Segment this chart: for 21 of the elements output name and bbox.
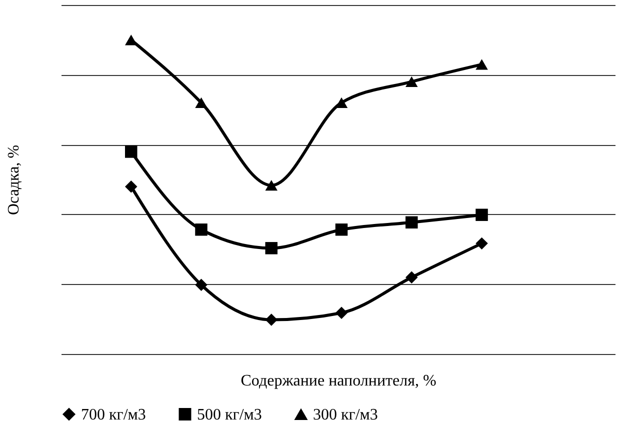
point	[125, 180, 138, 193]
point	[406, 271, 418, 284]
point	[476, 237, 488, 250]
point	[265, 242, 278, 254]
legend-label: 700 кг/м3	[81, 406, 146, 424]
point	[265, 180, 278, 191]
point	[476, 59, 488, 70]
point	[335, 223, 348, 236]
point	[406, 76, 418, 87]
point	[265, 314, 278, 326]
point	[195, 97, 208, 108]
y-axis-title: Осадка, %	[6, 144, 22, 216]
point	[406, 216, 418, 229]
point	[476, 208, 488, 221]
point	[125, 146, 138, 158]
legend-label: 300 кг/м3	[313, 406, 378, 424]
legend-label: 500 кг/м3	[197, 406, 262, 424]
point	[335, 306, 348, 319]
point	[195, 278, 208, 292]
point	[195, 223, 208, 236]
x-axis-title: Содержание наполнителя, %	[240, 372, 436, 390]
